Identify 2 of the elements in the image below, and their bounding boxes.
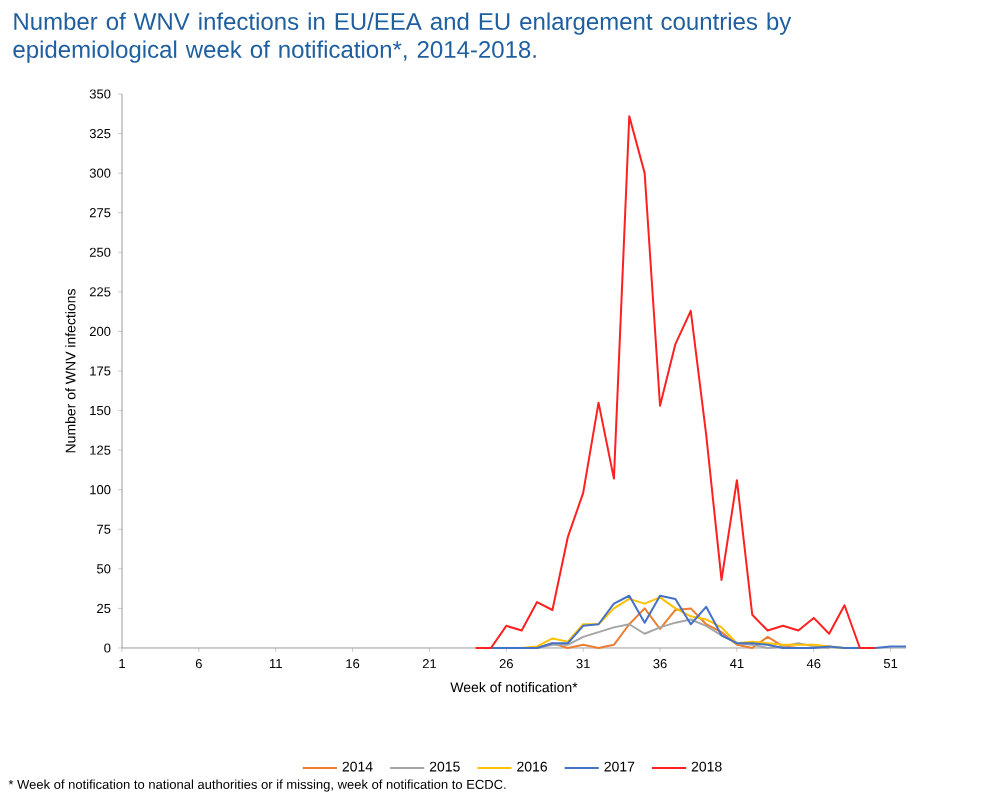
chart-title: Number of WNV infections in EU/EEA and EU enlargement countries by epidemiological week of notification*, 2014-2018. [13,12,792,63]
line-series [474,115,877,649]
